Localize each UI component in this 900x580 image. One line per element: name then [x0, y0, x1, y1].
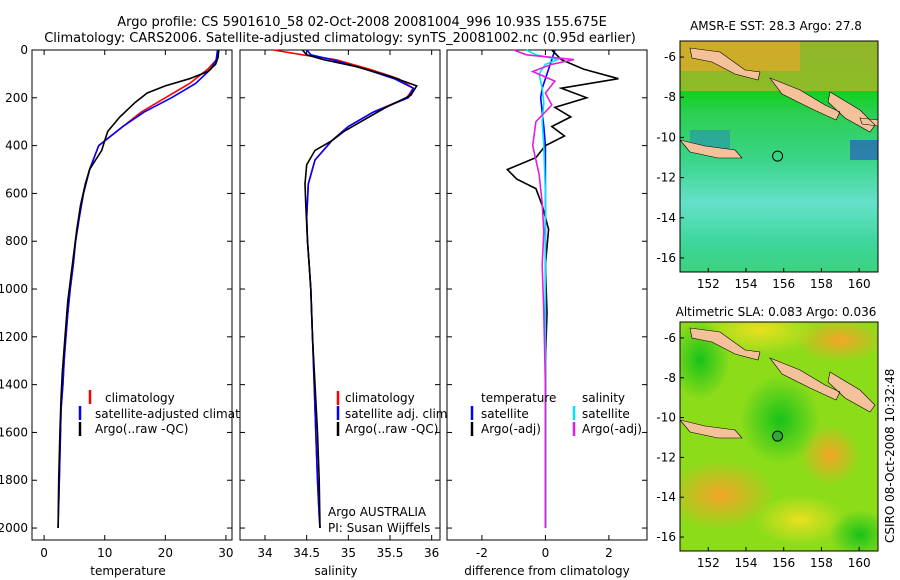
series-line-argo-raw-qc-: [301, 49, 418, 529]
x-tick-label: 35: [341, 546, 356, 560]
series-line-argo-raw-qc-: [57, 49, 220, 529]
legend-label-sal-argo: Argo(-adj): [582, 422, 642, 436]
x-tick-label: 35.5: [377, 546, 404, 560]
y-tick-label: 0: [20, 43, 28, 57]
sla-map-panel: Altimetric SLA: 0.083 Argo: 0.036 152 154…: [656, 305, 879, 570]
map-y-tick-label: -8: [664, 90, 676, 104]
y-tick-label: 2000: [0, 521, 28, 535]
sla-map-frame: [679, 321, 879, 552]
map-x-tick-label: 158: [810, 556, 833, 570]
temperature-panel: 0 10 20 30 0 200 400 600 800 1000 1200 1400 1600 1800…: [0, 43, 273, 578]
sst-map-frame: [679, 40, 879, 273]
legend-label-argo: Argo(..raw -QC): [95, 422, 188, 436]
map-y-tick-label: -14: [656, 211, 676, 225]
legend-label-sal-satellite: satellite: [582, 407, 630, 421]
y-tick-label: 1400: [0, 378, 28, 392]
temperature-lines: [57, 49, 220, 529]
legend-label-temp-argo: Argo(-adj): [481, 422, 541, 436]
legend-label-satellite: satellite-adjusted climatology: [95, 407, 273, 421]
sst-map-title: AMSR-E SST: 28.3 Argo: 27.8: [690, 19, 862, 33]
y-tick-label: 1000: [0, 282, 28, 296]
map-x-tick-label: 158: [810, 277, 833, 291]
y-tick-label: 1200: [0, 330, 28, 344]
x-tick-label: 10: [97, 546, 112, 560]
x-tick-label: -2: [476, 546, 488, 560]
map-y-tick-label: -8: [664, 371, 676, 385]
figure-title-line1: Argo profile: CS 5901610_58 02-Oct-2008 …: [117, 15, 607, 30]
y-tick-label: 1800: [0, 473, 28, 487]
sst-map-panel: AMSR-E SST: 28.3 Argo: 27.8 152 154 156 158…: [656, 19, 879, 291]
sst-map-field: [680, 41, 878, 272]
series-line-salinity-satellite: [526, 49, 561, 528]
salinity-legend: climatology satellite adj. clim. Argo(..…: [336, 391, 451, 436]
map-y-tick-label: -14: [656, 490, 676, 504]
salinity-axes-frame: [239, 49, 441, 541]
salinity-xlabel: salinity: [314, 564, 357, 578]
salinity-panel: 34 34.5 35 35.5 36 salinity climatology sate…: [239, 49, 451, 578]
temperature-axes-frame: [31, 49, 233, 541]
figure-title-line2: Climatology: CARS2006. Satellite-adjuste…: [44, 31, 636, 46]
sla-map-field: [680, 322, 878, 551]
legend-label-climatology: climatology: [345, 391, 415, 405]
argo-credit-line1: Argo AUSTRALIA: [328, 505, 427, 519]
salinity-ticks: 34 34.5 35 35.5 36: [240, 49, 440, 560]
map-x-tick-label: 160: [848, 277, 871, 291]
difference-panel: -2 0 2 difference from climatology tempera…: [446, 49, 648, 578]
map-x-tick-label: 160: [848, 556, 871, 570]
difference-ticks: -2 0 2: [447, 49, 647, 560]
x-tick-label: 2: [605, 546, 613, 560]
y-tick-label: 400: [5, 139, 28, 153]
csiro-timestamp: CSIRO 08-Oct-2008 10:32:48: [883, 369, 897, 543]
x-tick-label: 0: [542, 546, 550, 560]
difference-xlabel: difference from climatology: [464, 564, 630, 578]
map-y-tick-label: -10: [656, 411, 676, 425]
sst-land: [680, 47, 878, 159]
sst-map-ticks: 152 154 156 158 160 -6 -8 -10 -12 -14 -16: [656, 50, 870, 291]
x-tick-label: 20: [158, 546, 173, 560]
x-tick-label: 34.5: [293, 546, 320, 560]
argo-credit-line2: PI: Susan Wijffels: [328, 521, 430, 535]
map-x-tick-label: 156: [772, 277, 795, 291]
map-y-tick-label: -12: [656, 450, 676, 464]
temperature-legend: climatology satellite-adjusted climatolo…: [78, 390, 273, 436]
x-tick-label: 30: [218, 546, 233, 560]
map-x-tick-label: 152: [697, 277, 720, 291]
legend-heading-temperature: temperature: [481, 391, 556, 405]
x-tick-label: 36: [424, 546, 439, 560]
map-y-tick-label: -16: [656, 251, 676, 265]
map-y-tick-label: -16: [656, 530, 676, 544]
map-y-tick-label: -6: [664, 331, 676, 345]
map-y-tick-label: -10: [656, 130, 676, 144]
map-y-tick-label: -6: [664, 50, 676, 64]
sla-land: [680, 327, 876, 439]
y-tick-label: 800: [5, 234, 28, 248]
legend-heading-salinity: salinity: [582, 391, 625, 405]
map-y-tick-label: -12: [656, 171, 676, 185]
sla-map-title: Altimetric SLA: 0.083 Argo: 0.036: [676, 305, 877, 319]
legend-label-satellite: satellite adj. clim.: [345, 407, 451, 421]
x-tick-label: 0: [40, 546, 48, 560]
sla-map-ticks: 152 154 156 158 160 -6 -8 -10 -12 -14 -16: [656, 331, 870, 570]
temperature-ticks: 0 10 20 30 0 200 400 600 800 1000 1200 1400 1600 1800…: [0, 43, 234, 560]
y-tick-label: 600: [5, 186, 28, 200]
map-x-tick-label: 156: [772, 556, 795, 570]
legend-label-temp-satellite: satellite: [481, 407, 529, 421]
x-tick-label: 34: [257, 546, 272, 560]
map-x-tick-label: 154: [735, 277, 758, 291]
temperature-xlabel: temperature: [90, 564, 165, 578]
sla-argo-position-marker: [772, 430, 784, 442]
difference-lines: [505, 49, 619, 528]
map-x-tick-label: 152: [697, 556, 720, 570]
difference-legend: temperature satellite Argo(-adj) salinit…: [470, 391, 642, 436]
series-line-salinity-argo-adj-: [513, 49, 575, 528]
legend-label-argo: Argo(..raw -QC): [345, 422, 438, 436]
legend-label-climatology: climatology: [105, 391, 175, 405]
map-x-tick-label: 154: [735, 556, 758, 570]
y-tick-label: 200: [5, 91, 28, 105]
sst-argo-position-marker: [772, 150, 784, 162]
salinity-lines: [273, 49, 418, 529]
y-tick-label: 1600: [0, 425, 28, 439]
